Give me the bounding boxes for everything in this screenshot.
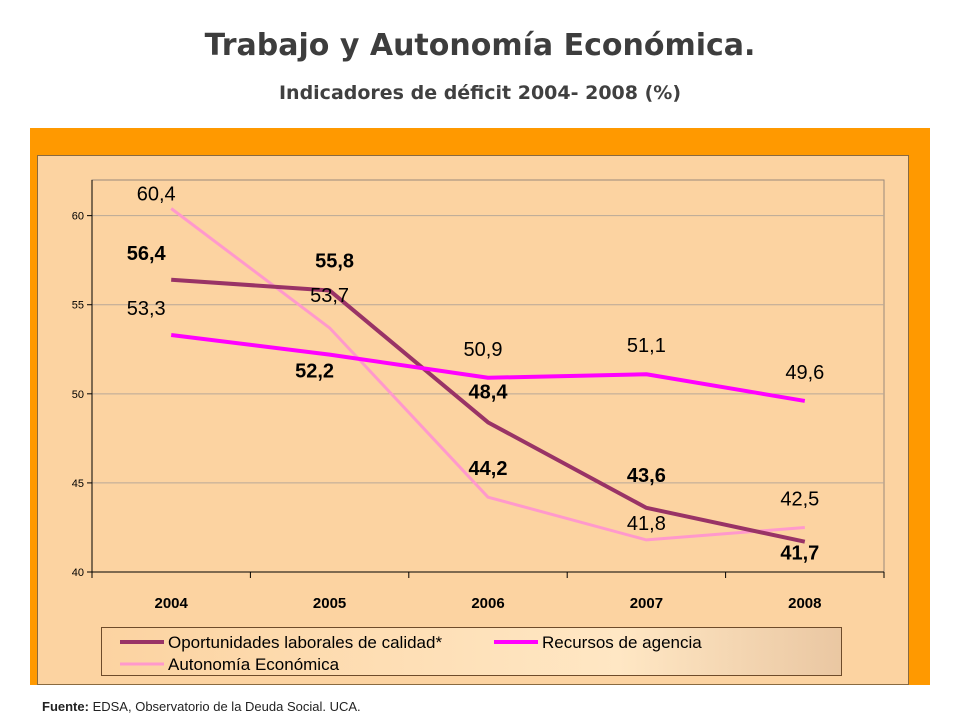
chart-legend: Oportunidades laborales de calidad* Recur…: [101, 627, 842, 676]
legend-label: Recursos de agencia: [542, 633, 702, 652]
y-tick-label: 55: [72, 300, 84, 312]
source-note: Fuente: EDSA, Observatorio de la Deuda S…: [42, 699, 361, 714]
y-tick-label: 40: [72, 567, 84, 579]
data-label: 42,5: [780, 488, 819, 510]
source-text: EDSA, Observatorio de la Deuda Social. U…: [92, 699, 361, 714]
data-label: 50,9: [464, 339, 503, 361]
x-tick-label: 2008: [788, 595, 821, 612]
y-tick-label: 50: [72, 389, 84, 401]
data-label: 41,8: [627, 513, 666, 535]
x-tick-label: 2005: [313, 595, 346, 612]
legend-label: Oportunidades laborales de calidad*: [168, 633, 442, 652]
data-label: 53,3: [127, 298, 166, 320]
page-title: Trabajo y Autonomía Económica.: [204, 28, 756, 63]
data-label: 41,7: [780, 543, 819, 565]
axis-layer: 40 45 50 55 60 2004 2005 2006 2007 2008: [72, 180, 885, 612]
data-label: 56,4: [127, 243, 167, 265]
series-line-autonomia: [170, 207, 805, 542]
data-label-layer: 56,4 55,8 48,4 43,6 41,7 53,3 52,2 50,9 51,1 49,6…: [127, 184, 825, 565]
data-label: 44,2: [469, 458, 508, 480]
source-label: Fuente:: [42, 699, 89, 714]
data-label: 51,1: [627, 335, 666, 357]
x-tick-label: 2006: [471, 595, 504, 612]
data-label: 43,6: [627, 465, 666, 487]
data-label: 52,2: [295, 361, 334, 383]
page-subtitle: Indicadores de déficit 2004- 2008 (%): [278, 82, 682, 104]
legend-label: Autonomía Económica: [168, 655, 340, 674]
data-label: 48,4: [469, 381, 509, 403]
data-label: 55,8: [315, 250, 354, 272]
data-label: 53,7: [310, 285, 349, 307]
x-tick-label: 2007: [630, 595, 663, 612]
data-label: 49,6: [785, 362, 824, 384]
x-tick-label: 2004: [155, 595, 189, 612]
chart-area: [37, 155, 909, 685]
y-tick-label: 45: [72, 478, 84, 490]
legend-items: Oportunidades laborales de calidad* Recur…: [120, 633, 702, 674]
series-line-oportunidades: [171, 277, 806, 544]
series-layer: [170, 207, 806, 544]
data-label: 60,4: [137, 184, 176, 206]
y-tick-label: 60: [72, 211, 84, 223]
series-line-recursos: [170, 333, 806, 403]
